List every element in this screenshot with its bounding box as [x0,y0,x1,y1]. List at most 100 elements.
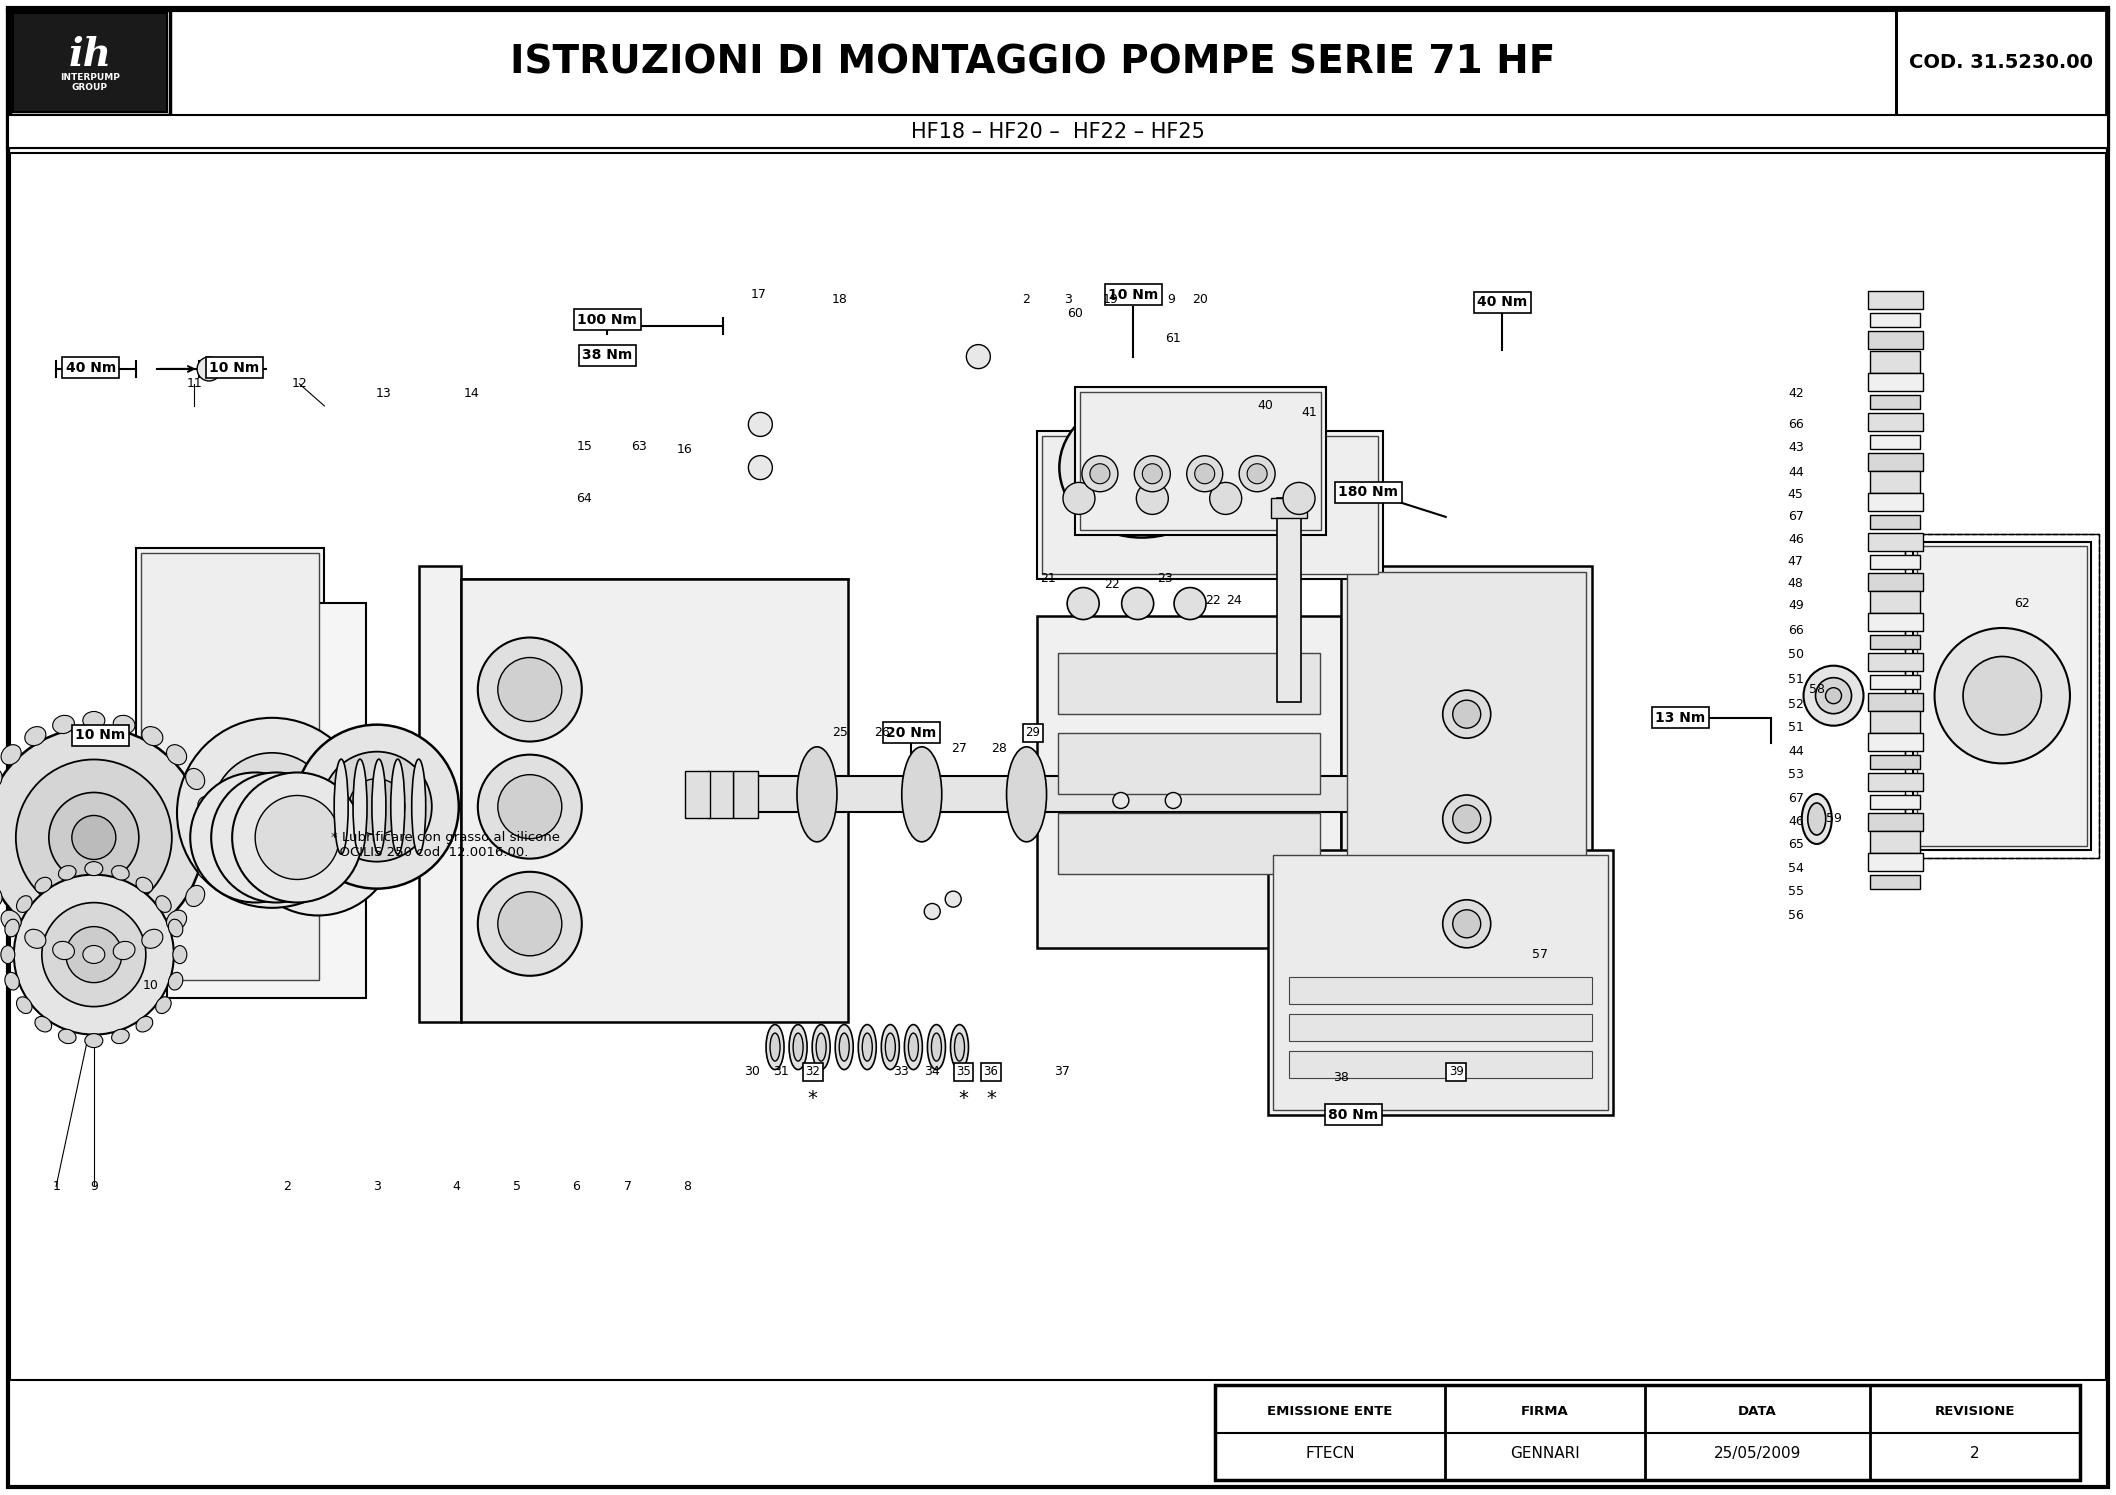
Bar [1058,652,1320,715]
Ellipse shape [1007,748,1047,842]
Text: 32: 32 [806,1066,821,1078]
Text: 35: 35 [956,1066,971,1078]
Text: 57: 57 [1532,948,1549,961]
Ellipse shape [135,878,152,893]
Circle shape [1443,795,1490,843]
Circle shape [233,773,362,903]
Circle shape [1803,665,1864,725]
Text: 28: 28 [992,742,1007,755]
Bar [13,63,167,111]
Circle shape [1090,463,1111,484]
Text: 3: 3 [1064,293,1073,306]
Ellipse shape [59,1029,76,1044]
Circle shape [749,413,772,437]
Text: 10: 10 [142,979,159,993]
Circle shape [235,795,317,879]
Text: 13: 13 [375,387,391,401]
Text: 10 Nm: 10 Nm [209,360,260,375]
Circle shape [1113,792,1128,809]
Ellipse shape [36,1017,51,1032]
Circle shape [497,658,563,722]
Circle shape [42,903,146,1006]
Ellipse shape [25,930,47,948]
Ellipse shape [167,745,186,765]
Bar [1348,573,1587,1005]
Text: EMISSIONE ENTE: EMISSIONE ENTE [1267,1405,1392,1419]
Circle shape [214,795,296,879]
Text: 63: 63 [631,440,647,453]
Ellipse shape [789,1024,806,1069]
Circle shape [49,792,140,882]
Circle shape [1934,628,2069,764]
Bar [1037,616,1342,948]
Text: 2: 2 [1022,293,1030,306]
Text: 55: 55 [1788,885,1803,898]
Circle shape [239,759,396,915]
Bar [1868,613,1923,631]
Ellipse shape [2,745,21,765]
Ellipse shape [372,759,385,854]
Ellipse shape [0,946,15,964]
Bar [1215,1384,2080,1480]
Ellipse shape [36,878,51,893]
Bar [167,602,366,997]
Text: 47: 47 [1788,555,1803,568]
Bar [1913,541,2091,849]
Text: HF18 – HF20 –  HF22 – HF25: HF18 – HF20 – HF22 – HF25 [912,121,1204,142]
Bar [142,553,320,981]
Text: 27: 27 [952,742,967,755]
Bar [1868,773,1923,791]
Text: 3: 3 [372,1180,381,1193]
Ellipse shape [954,1033,965,1061]
Bar [1289,1051,1593,1078]
Circle shape [1136,483,1168,514]
Text: 33: 33 [893,1066,908,1078]
Ellipse shape [17,896,32,912]
Bar [1868,534,1923,552]
Bar [1075,387,1327,535]
Bar [1871,712,1919,733]
Ellipse shape [114,715,135,734]
Bar [1871,471,1919,493]
Text: 60: 60 [1066,306,1083,320]
Ellipse shape [142,930,163,948]
Circle shape [1134,456,1170,492]
Bar [686,771,711,818]
Text: 8: 8 [683,1180,692,1193]
Text: 53: 53 [1788,768,1803,780]
Text: 48: 48 [1788,577,1803,591]
Bar [1871,755,1919,768]
Bar [1267,849,1612,1115]
Bar [1871,795,1919,809]
Circle shape [1454,910,1481,937]
Text: 66: 66 [1788,623,1803,637]
Bar [1289,1014,1593,1041]
Text: 16: 16 [677,443,692,456]
Bar [1896,10,2105,115]
Text: 51: 51 [1788,721,1803,734]
Ellipse shape [135,1017,152,1032]
Bar [1868,694,1923,712]
Text: 67: 67 [1788,510,1803,523]
Text: 7: 7 [624,1180,633,1193]
Ellipse shape [83,945,106,963]
Bar [1272,855,1608,1109]
Circle shape [212,753,332,873]
Bar [1871,591,1919,613]
Ellipse shape [112,866,129,881]
Circle shape [0,728,203,948]
Text: 52: 52 [1788,698,1803,710]
Bar [1871,312,1919,327]
Text: 21: 21 [1039,573,1056,585]
Circle shape [190,773,320,903]
Text: 24: 24 [1225,594,1242,607]
Bar [13,39,167,87]
Circle shape [478,637,582,742]
Ellipse shape [142,727,163,746]
Ellipse shape [169,919,182,937]
Ellipse shape [201,827,220,849]
Text: *: * [986,1090,997,1108]
Ellipse shape [186,885,205,906]
Text: 20: 20 [1193,293,1208,306]
Circle shape [197,357,220,381]
